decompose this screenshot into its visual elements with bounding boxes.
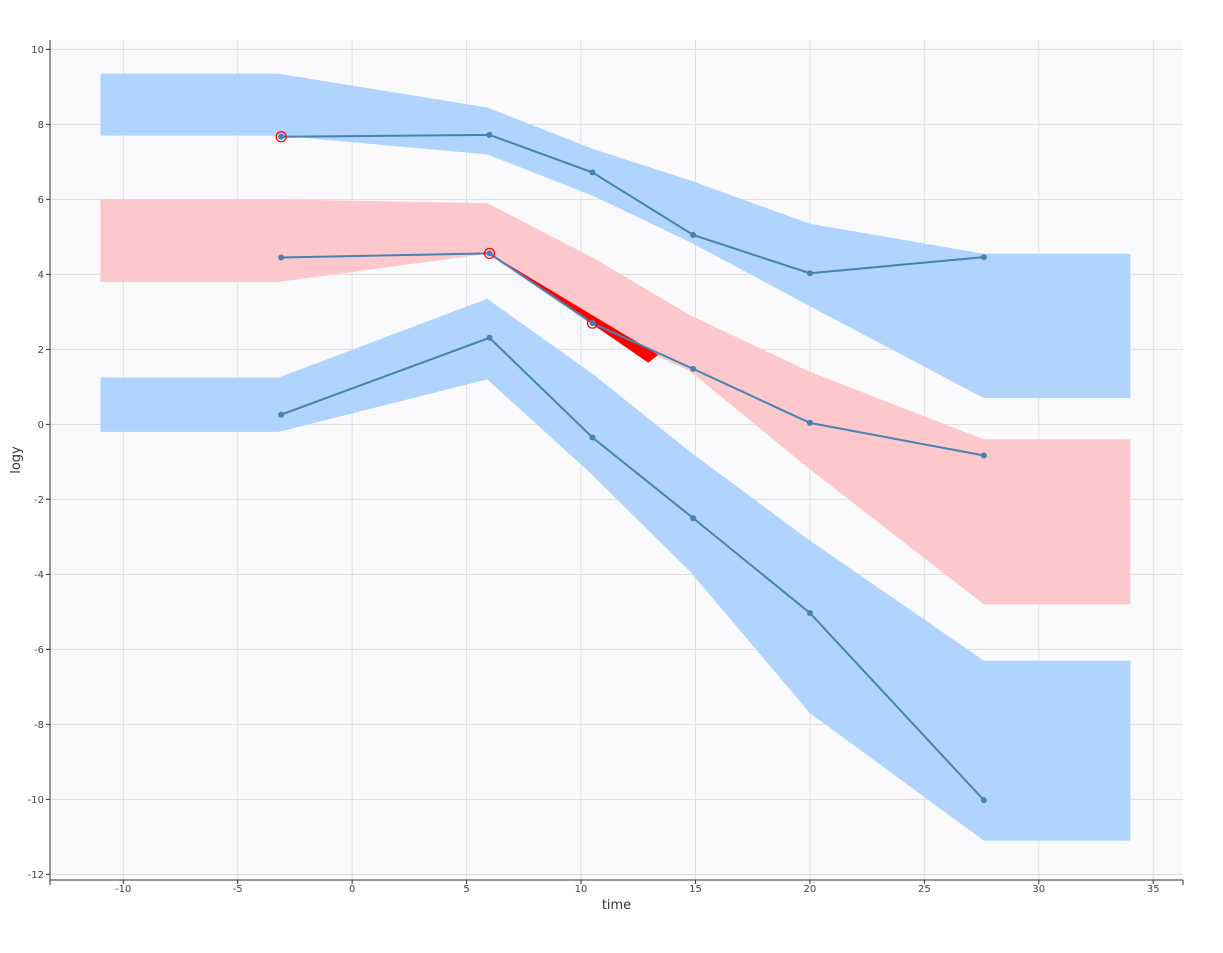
data-point bbox=[486, 334, 493, 341]
series-line bbox=[281, 252, 985, 457]
confidence-bands bbox=[100, 73, 1131, 841]
highlight-wedge bbox=[489, 253, 659, 363]
data-point bbox=[806, 419, 813, 426]
x-tick-label: 10 bbox=[575, 884, 588, 895]
data-point bbox=[980, 797, 987, 804]
confidence-band bbox=[100, 73, 1131, 399]
confidence-band bbox=[100, 199, 1131, 605]
x-tick-label: 30 bbox=[1032, 884, 1045, 895]
data-point bbox=[806, 610, 813, 616]
y-tick-label: -2 bbox=[34, 495, 44, 506]
y-tick-label: 6 bbox=[38, 195, 44, 206]
y-tick-label: -8 bbox=[34, 720, 44, 731]
x-tick-label: 0 bbox=[349, 884, 355, 895]
x-tick-label: 15 bbox=[689, 884, 702, 895]
highlighted-point bbox=[275, 131, 287, 143]
x-tick-label: 35 bbox=[1147, 884, 1160, 895]
x-tick-label: 5 bbox=[463, 884, 469, 895]
x-axis-label: time bbox=[602, 898, 631, 913]
y-tick-label: -12 bbox=[28, 870, 44, 881]
y-tick-label: -6 bbox=[34, 645, 44, 656]
data-point bbox=[278, 133, 285, 140]
data-point bbox=[806, 270, 813, 277]
data-point bbox=[589, 320, 596, 327]
y-tick-label: -4 bbox=[34, 570, 44, 581]
data-point bbox=[980, 254, 987, 261]
data-point bbox=[278, 411, 285, 418]
series-line bbox=[280, 336, 985, 801]
x-tick-label: -10 bbox=[115, 884, 131, 895]
data-point bbox=[690, 365, 697, 372]
data-point bbox=[589, 434, 596, 441]
y-tick-label: 2 bbox=[38, 345, 44, 356]
series-line bbox=[281, 133, 984, 275]
y-tick-label: 0 bbox=[38, 420, 44, 431]
data-point bbox=[278, 254, 285, 261]
x-tick-label: 25 bbox=[918, 884, 931, 895]
x-tick-label: -5 bbox=[233, 884, 243, 895]
data-point bbox=[690, 515, 697, 522]
y-tick-label: -10 bbox=[28, 795, 44, 806]
y-tick-label: 4 bbox=[38, 270, 44, 281]
y-tick-label: 8 bbox=[38, 120, 44, 131]
data-point bbox=[690, 232, 697, 238]
data-point bbox=[486, 250, 493, 257]
x-tick-label: 20 bbox=[804, 884, 817, 895]
y-tick-label: 10 bbox=[31, 45, 44, 56]
highlighted-point bbox=[586, 317, 599, 329]
highlighted-point bbox=[483, 247, 496, 260]
data-point bbox=[486, 131, 493, 138]
y-axis-label: logy bbox=[9, 446, 24, 474]
data-point bbox=[589, 169, 596, 176]
confidence-band bbox=[100, 298, 1131, 841]
series bbox=[275, 131, 987, 804]
data-point bbox=[980, 452, 987, 459]
